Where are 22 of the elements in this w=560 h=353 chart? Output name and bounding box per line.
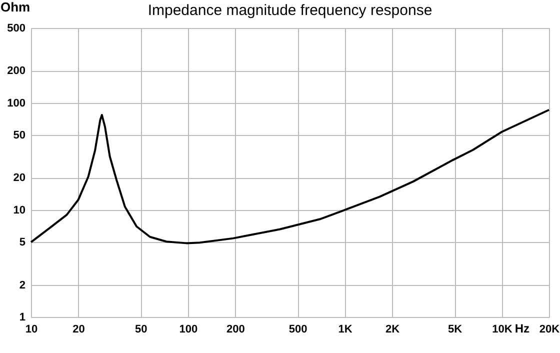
y-tick-label: 200	[7, 65, 26, 78]
y-tick-label: 20	[13, 172, 26, 184]
x-tick-label: 10K	[492, 324, 512, 336]
x-tick-label: 200	[226, 324, 245, 336]
y-tick-label: 100	[7, 97, 26, 110]
y-tick-label: 50	[13, 130, 26, 142]
x-tick-label: 2K	[386, 324, 400, 336]
x-axis-title: Hz	[514, 322, 530, 336]
x-tick-label: 20K	[539, 324, 560, 336]
y-tick-label: 5	[19, 236, 26, 249]
y-tick-label: 2	[19, 279, 26, 292]
x-tick-label: 20	[72, 324, 85, 336]
y-axis-title: Ohm	[0, 0, 30, 14]
y-tick-label: 1	[19, 312, 26, 324]
x-tick-label: 500	[288, 324, 308, 336]
x-tick-label: 5K	[448, 324, 462, 336]
chart-title: Impedance magnitude frequency response	[148, 2, 432, 19]
x-tick-label: 50	[135, 324, 148, 336]
x-tick-label: 100	[179, 324, 198, 336]
y-tick-label: 10	[13, 204, 26, 216]
y-tick-label: 500	[7, 22, 26, 34]
x-tick-label: 1K	[338, 324, 352, 336]
